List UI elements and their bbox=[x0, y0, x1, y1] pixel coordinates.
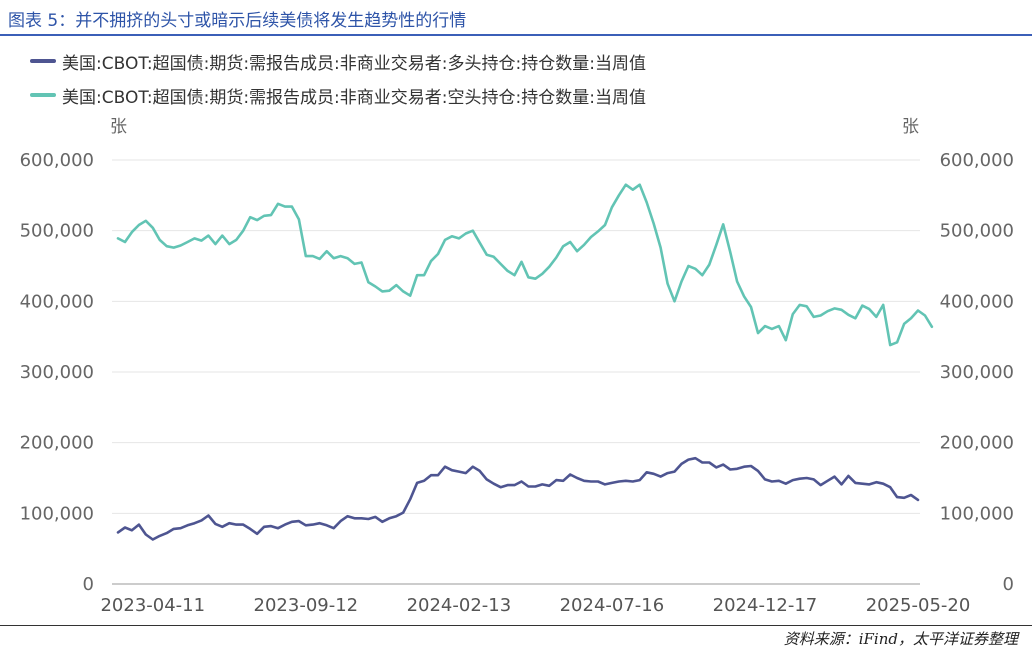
x-tick-label: 2024-12-17 bbox=[713, 595, 818, 616]
x-tick-label: 2023-09-12 bbox=[254, 595, 359, 616]
legend-item-long: 美国:CBOT:超国债:期货:需报告成员:非商业交易者:多头持仓:持仓数量:当周… bbox=[30, 44, 646, 78]
y-tick-label-right: 600,000 bbox=[940, 150, 1014, 171]
figure-title: 图表 5：并不拥挤的头寸或暗示后续美债将发生趋势性的行情 bbox=[8, 11, 467, 31]
legend-label-short: 美国:CBOT:超国债:期货:需报告成员:非商业交易者:空头持仓:持仓数量:当周… bbox=[62, 87, 646, 108]
x-tick-label: 2023-04-11 bbox=[100, 595, 205, 616]
y-tick-label-left: 0 bbox=[83, 574, 94, 595]
footer-divider bbox=[0, 625, 1032, 626]
title-divider bbox=[0, 34, 1032, 36]
y-left-unit: 张 bbox=[110, 117, 127, 137]
y-tick-label-left: 500,000 bbox=[20, 221, 94, 242]
legend-item-short: 美国:CBOT:超国债:期货:需报告成员:非商业交易者:空头持仓:持仓数量:当周… bbox=[30, 78, 646, 112]
legend-swatch-short bbox=[30, 93, 56, 97]
series-line-short bbox=[116, 183, 934, 347]
y-right-unit: 张 bbox=[902, 117, 919, 137]
x-tick-label: 2025-05-20 bbox=[866, 595, 971, 616]
y-tick-label-right: 300,000 bbox=[940, 362, 1014, 383]
y-tick-label-left: 600,000 bbox=[20, 150, 94, 171]
y-tick-label-right: 400,000 bbox=[940, 291, 1014, 312]
x-tick-label: 2024-02-13 bbox=[407, 595, 512, 616]
series-line-long bbox=[116, 456, 920, 541]
y-tick-label-left: 400,000 bbox=[20, 291, 94, 312]
legend-swatch-long bbox=[30, 59, 56, 63]
x-tick-label: 2024-07-16 bbox=[560, 595, 665, 616]
y-tick-label-right: 0 bbox=[1003, 574, 1014, 595]
legend-label-long: 美国:CBOT:超国债:期货:需报告成员:非商业交易者:多头持仓:持仓数量:当周… bbox=[62, 53, 646, 74]
y-tick-label-left: 100,000 bbox=[20, 503, 94, 524]
y-tick-label-right: 200,000 bbox=[940, 433, 1014, 454]
source-note: 资料来源：iFind，太平洋证券整理 bbox=[783, 630, 1018, 648]
chart-legend: 美国:CBOT:超国债:期货:需报告成员:非商业交易者:多头持仓:持仓数量:当周… bbox=[30, 44, 646, 112]
y-tick-label-left: 200,000 bbox=[20, 433, 94, 454]
y-tick-label-left: 300,000 bbox=[20, 362, 94, 383]
y-tick-label-right: 100,000 bbox=[940, 503, 1014, 524]
y-tick-label-right: 500,000 bbox=[940, 221, 1014, 242]
